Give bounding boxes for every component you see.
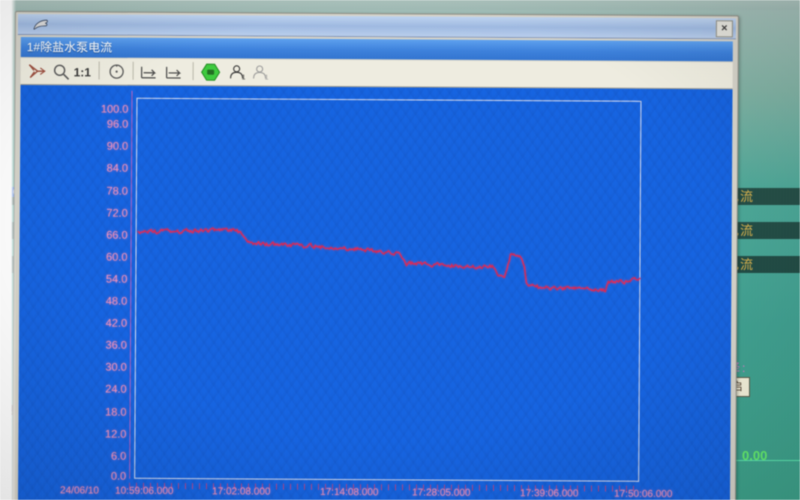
svg-text:1: 1: [242, 74, 246, 81]
svg-text:1: 1: [265, 75, 269, 82]
